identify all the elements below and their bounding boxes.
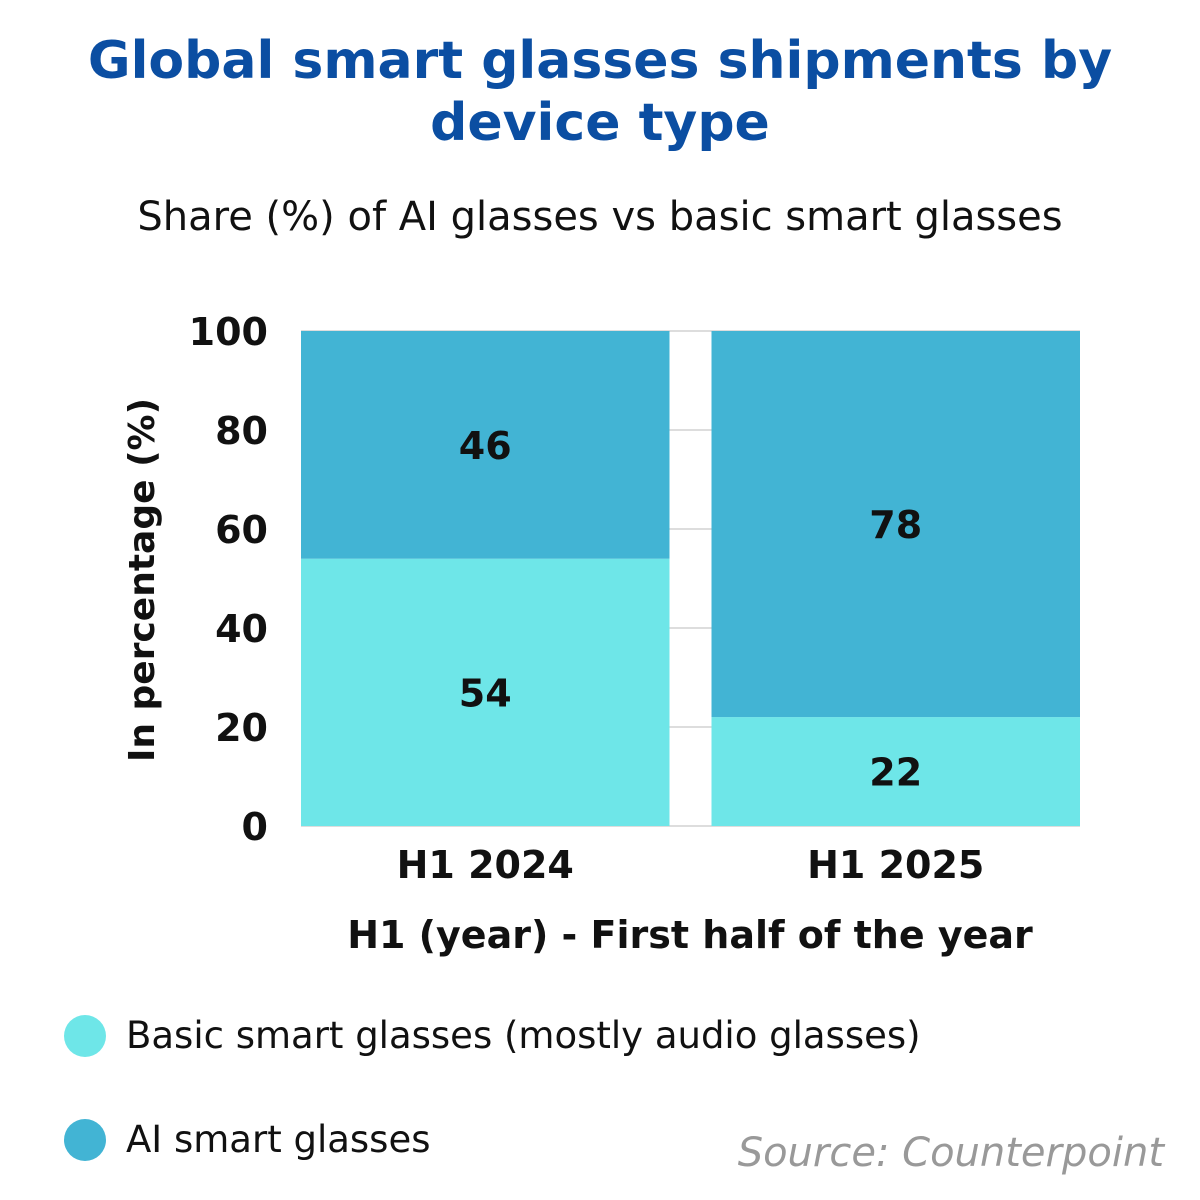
y-tick-label: 20 xyxy=(215,706,268,750)
x-tick-label: H1 2025 xyxy=(807,843,984,887)
bar-segment xyxy=(711,331,1080,718)
legend-swatch-ai xyxy=(64,1118,106,1161)
x-axis-label: H1 (year) - First half of the year xyxy=(347,913,1033,957)
data-label: 22 xyxy=(869,751,922,795)
bar-segment xyxy=(301,558,670,826)
source-note: Source: Counterpoint xyxy=(737,1130,1164,1176)
data-label: 78 xyxy=(869,503,922,547)
x-tick-label: H1 2024 xyxy=(397,843,574,887)
legend-item-basic: Basic smart glasses (mostly audio glasse… xyxy=(64,1014,921,1057)
chart: 0 20 40 60 80 100 54 46 H1 2024 22 78 H1 2025 H1 (ye… xyxy=(122,310,1080,957)
legend-item-ai: AI smart glasses xyxy=(64,1118,431,1161)
chart-subtitle: Share (%) of AI glasses vs basic smart g… xyxy=(137,194,1063,240)
y-tick-label: 60 xyxy=(215,508,268,552)
data-label: 46 xyxy=(459,424,512,468)
legend-swatch-basic xyxy=(64,1014,106,1057)
y-axis-label: In percentage (%) xyxy=(122,398,163,762)
data-label: 54 xyxy=(459,671,512,715)
legend-label-ai: AI smart glasses xyxy=(126,1118,431,1161)
y-tick-label: 0 xyxy=(242,805,268,849)
y-tick-label: 100 xyxy=(189,310,268,354)
bar-segment xyxy=(711,717,1080,826)
bar-segment xyxy=(301,331,670,559)
y-tick-label: 40 xyxy=(215,607,268,651)
chart-title: Global smart glasses shipments by device… xyxy=(87,31,1113,153)
y-tick-label: 80 xyxy=(215,409,268,453)
legend-label-basic: Basic smart glasses (mostly audio glasse… xyxy=(126,1014,921,1057)
